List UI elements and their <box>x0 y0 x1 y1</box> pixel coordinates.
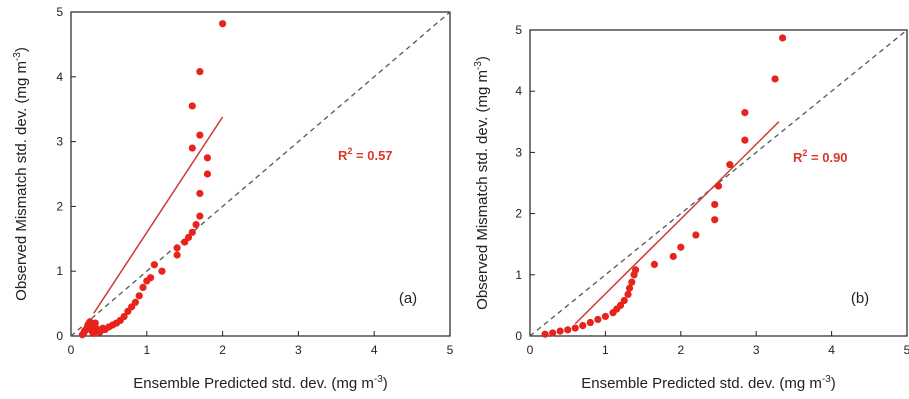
panel-a: 0 1 2 3 4 5 0 1 2 3 4 5 R2 = 0.57 (a) Ensemble Predict… <box>12 5 454 392</box>
data-point <box>669 252 677 261</box>
data-point <box>556 327 564 335</box>
data-point <box>741 136 749 144</box>
data-point <box>616 301 625 309</box>
x-tick-label: 2 <box>219 343 226 357</box>
data-point <box>188 228 196 236</box>
y-tick-label: 1 <box>56 264 63 278</box>
data-point <box>564 326 572 334</box>
x-tick-label: 5 <box>904 343 909 357</box>
data-point <box>677 243 685 251</box>
data-point <box>714 182 723 190</box>
data-point <box>196 131 204 139</box>
data-point <box>650 260 659 268</box>
y-tick-label: 3 <box>515 145 522 159</box>
y-tick-label: 2 <box>515 207 522 221</box>
y-tick-label: 5 <box>56 5 63 19</box>
data-point <box>173 244 181 252</box>
plot-frame <box>529 29 908 337</box>
x-tick-label: 2 <box>677 343 684 357</box>
data-point <box>631 266 640 274</box>
x-tick-label: 4 <box>371 343 378 357</box>
data-point <box>586 318 594 327</box>
regression-line <box>574 121 780 325</box>
data-point <box>203 154 212 162</box>
data-point <box>158 267 166 275</box>
x-tick-label: 3 <box>295 343 302 357</box>
y-axis-label: Observed Mismatch std. dev. (mg m-3) <box>473 56 491 310</box>
data-point <box>146 274 155 282</box>
data-point <box>188 144 196 152</box>
y-tick-label: 0 <box>56 329 63 343</box>
data-point <box>711 216 719 224</box>
data-point <box>741 109 749 117</box>
x-tick-label: 5 <box>447 343 454 357</box>
data-point <box>726 161 734 169</box>
data-point <box>692 231 700 239</box>
data-point <box>778 34 787 42</box>
y-tick-label: 5 <box>515 23 522 37</box>
r-squared-annotation: R2 = 0.90 <box>793 148 848 165</box>
x-tick-label: 4 <box>828 343 835 357</box>
x-tick-label: 0 <box>527 343 534 357</box>
y-tick-label: 3 <box>56 135 63 149</box>
x-tick-label: 0 <box>68 343 75 357</box>
y-tick-label: 0 <box>515 329 522 343</box>
y-axis-label: Observed Mismatch std. dev. (mg m-3) <box>12 47 30 301</box>
data-point <box>219 20 227 28</box>
data-point <box>196 212 204 220</box>
regression-line <box>93 116 224 314</box>
data-point <box>196 68 204 76</box>
r-squared-annotation: R2 = 0.57 <box>338 146 393 163</box>
data-point <box>173 251 181 259</box>
data-point <box>131 298 140 306</box>
data-point <box>196 189 204 198</box>
data-point <box>184 233 193 242</box>
data-point <box>624 290 632 298</box>
data-point <box>541 330 549 338</box>
y-tick-label: 1 <box>515 268 522 282</box>
panel-label: (b) <box>851 290 869 307</box>
x-tick-label: 3 <box>753 343 760 357</box>
data-point <box>594 315 602 324</box>
plot-frame <box>70 11 451 337</box>
data-point <box>192 220 200 229</box>
data-point <box>620 296 628 305</box>
data-point <box>120 312 128 321</box>
x-tick-label: 1 <box>602 343 609 357</box>
data-point <box>188 102 196 110</box>
one-to-one-line <box>70 11 451 337</box>
x-tick-label: 1 <box>143 343 150 357</box>
data-point <box>579 321 587 330</box>
x-axis-label: Ensemble Predicted std. dev. (mg m-3) <box>581 374 836 392</box>
y-tick-label: 2 <box>56 199 63 213</box>
panel-label: (a) <box>399 290 417 307</box>
data-point <box>203 170 212 178</box>
data-point <box>549 329 557 337</box>
data-point <box>150 261 158 269</box>
x-axis-label: Ensemble Predicted std. dev. (mg m-3) <box>133 374 388 392</box>
data-point <box>628 278 636 286</box>
y-tick-label: 4 <box>515 84 522 98</box>
data-point <box>571 324 579 332</box>
y-tick-label: 4 <box>56 70 63 84</box>
data-point <box>771 75 779 83</box>
data-point <box>625 284 634 292</box>
data-point <box>711 200 719 209</box>
data-point <box>139 283 147 291</box>
panel-b: 0 1 2 3 4 5 0 1 2 3 4 5 R2 = 0.90 (b) Ensemble Predict… <box>473 23 909 392</box>
data-point <box>135 292 143 300</box>
data-point <box>601 312 610 321</box>
